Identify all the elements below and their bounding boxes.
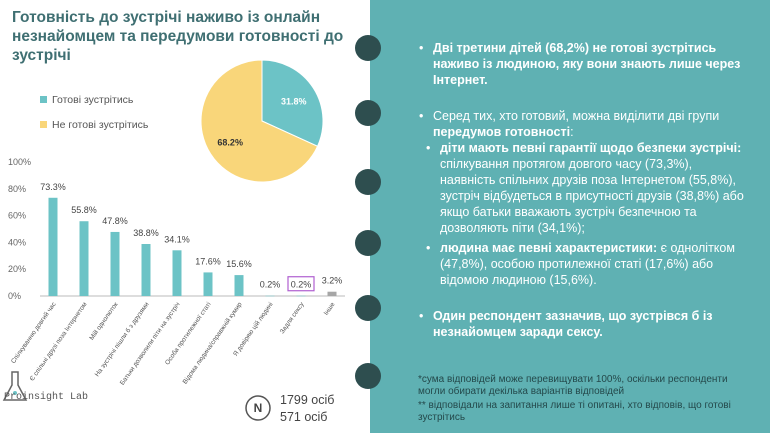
bullet: Дві третини дітей (68,2%) не готові зуст… [419,40,753,88]
y-tick-label: 40% [8,237,26,247]
x-tick-label: Інше [323,301,337,317]
x-tick-label: Відома людина/справжній кумир [181,300,244,385]
bullet-text: Дві третини дітей (68,2%) не готові зуст… [433,41,741,87]
x-tick-label: На зустрічі пішли б з друзями [93,300,151,378]
text: спілкування протягом довгого часу (73,3%… [440,157,744,235]
value-label: 17.6% [195,256,221,266]
value-label: 3.2% [322,276,343,286]
bar [203,272,213,296]
footnote: *сума відповідей може перевищувати 100%,… [418,374,728,397]
y-tick-label: 60% [8,211,26,221]
bar [296,295,306,297]
sample-size: 1799 осіб [280,393,334,407]
bold-text: передумов готовності [433,125,571,139]
dot [355,295,381,321]
flask [2,371,28,401]
value-label: 38.8% [133,228,159,238]
x-tick-label: Є спільні друзі поза Інтернетом [28,300,89,382]
value-label: 55.8% [71,205,97,215]
dot [355,169,381,195]
y-tick-label: 100% [8,157,31,167]
value-label: 73.3% [40,182,66,192]
bar [110,231,120,296]
bar [172,250,182,296]
sub-bullet: людина має певні характеристики: є однол… [426,240,745,288]
bar [327,291,337,296]
sample-size: 571 осіб [280,410,327,424]
dot [355,230,381,256]
value-label: 34.1% [164,234,190,244]
logo-text: Proinsight Lab [4,391,88,403]
bar [141,244,151,296]
dot [355,35,381,61]
highlight-box [287,276,315,292]
sub-bullet: діти мають певні гарантії щодо безпеки з… [426,140,745,236]
x-tick-label: Задля сексу [279,301,306,336]
footnote: ** відповідали на запитання лише ті опит… [418,400,731,423]
slide-title: Готовність до зустрічі наживо із онлайн … [12,9,344,64]
bold-text: діти мають певні гарантії щодо безпеки з… [440,141,742,155]
slice-label: 31.8% [281,97,307,107]
value-label: 47.8% [102,216,128,226]
dot [355,100,381,126]
y-tick-label: 20% [8,264,26,274]
legend-swatch [40,96,47,103]
bar [265,295,275,297]
x-tick-label: Батьки дозволили піти на зустріч [118,301,182,387]
dot [355,363,381,389]
divider-dots [355,35,381,389]
n-badge [245,395,271,421]
legend-label: Не готові зустрітись [52,119,149,131]
bullet: Один респондент зазначив, що зустрівся б… [419,308,743,340]
logo-icon [2,371,28,401]
bullet: Серед тих, хто готовий, можна виділити д… [419,108,753,140]
text: Серед тих, хто готовий, можна виділити д… [433,109,720,123]
y-tick-label: 80% [8,184,26,194]
slice-label: 68.2% [217,137,243,147]
text: : [570,125,574,139]
bar [79,221,89,296]
pie-slice [200,59,319,183]
pie-slice [261,59,324,147]
bar [234,275,244,296]
legend-swatch [40,121,47,128]
text: є однолітком (47,8%), особою протилежної… [440,241,735,287]
bubble [13,391,17,395]
y-tick-label: 0% [8,291,21,301]
bold-text: людина має певні характеристики: [440,241,658,255]
x-tick-label: Мій однолюток [88,300,120,341]
bar [48,197,58,296]
value-label: 0.2% [260,280,281,290]
value-label: 15.6% [226,259,252,269]
n-symbol: N [254,401,263,415]
legend-label: Готові зустрітись [52,94,134,106]
value-label: 0.2% [291,280,312,290]
bullet-text: Один респондент зазначив, що зустрівся б… [433,309,713,339]
